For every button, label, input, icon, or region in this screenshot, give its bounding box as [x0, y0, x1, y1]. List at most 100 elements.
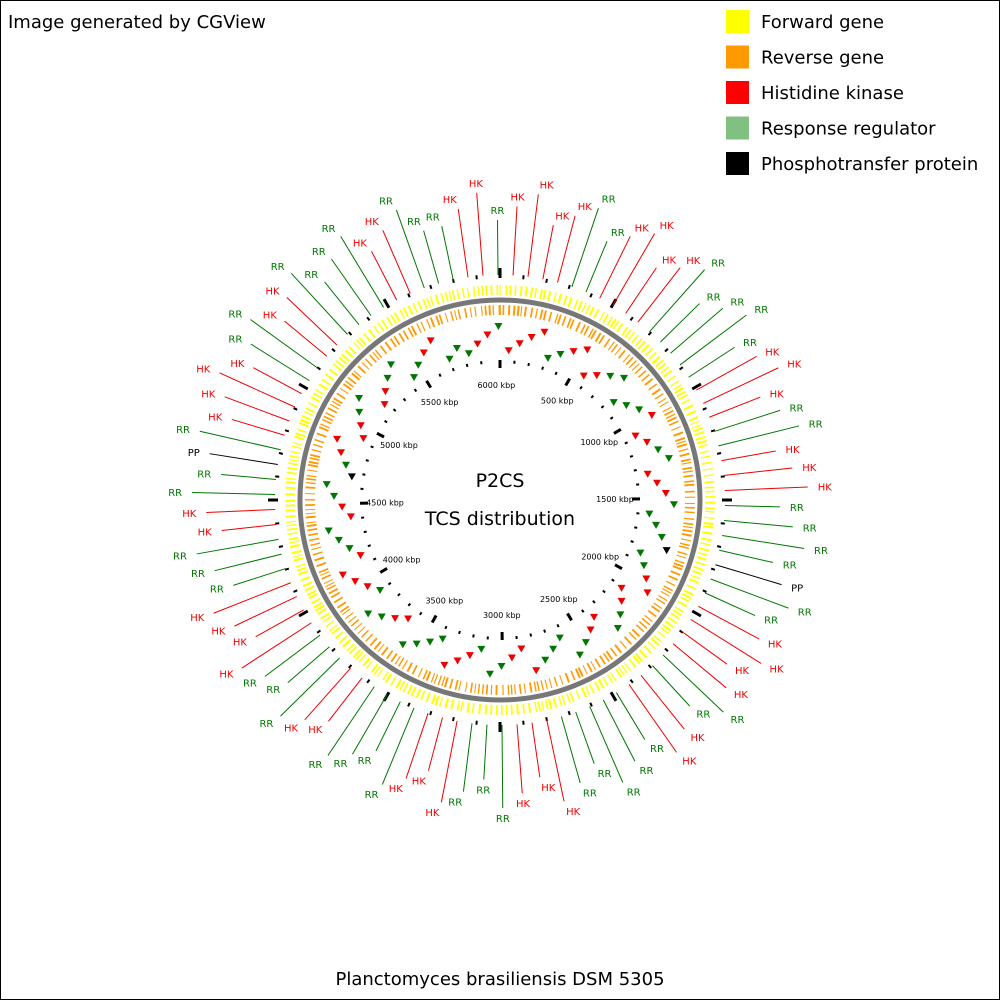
reverse-gene	[679, 452, 690, 457]
forward-gene	[672, 609, 682, 617]
feature-marker	[556, 350, 565, 358]
reverse-gene	[518, 683, 522, 694]
forward-gene	[312, 392, 323, 399]
callout-line	[649, 269, 705, 333]
reverse-gene	[605, 650, 614, 660]
feature-label: RR	[358, 756, 372, 767]
reverse-gene	[667, 416, 677, 423]
reverse-gene	[618, 349, 626, 359]
forward-gene	[288, 458, 299, 462]
reverse-gene	[379, 345, 388, 355]
feature-label: RR	[322, 224, 336, 235]
feature-marker	[414, 361, 423, 369]
reverse-gene	[323, 415, 334, 422]
inner-tick	[425, 380, 433, 389]
center-subtitle: TCS distribution	[424, 508, 575, 530]
inner-tick	[609, 416, 614, 420]
feature-marker	[642, 438, 651, 446]
reverse-gene	[311, 546, 322, 551]
legend-swatch	[726, 152, 749, 175]
outer-tick	[382, 298, 391, 309]
callout-line	[709, 396, 761, 418]
feature-label: RR	[798, 608, 812, 619]
reverse-gene	[663, 585, 673, 592]
feature-label: RR	[210, 584, 224, 595]
reverse-gene	[341, 608, 351, 616]
reverse-gene	[314, 556, 325, 562]
reverse-gene	[516, 305, 520, 316]
reverse-gene	[422, 669, 428, 680]
forward-gene	[683, 404, 694, 411]
outer-tick	[278, 452, 284, 455]
feature-label: HK	[802, 463, 817, 474]
forward-gene	[295, 432, 306, 438]
reverse-gene	[329, 403, 340, 410]
outer-tick	[567, 284, 571, 290]
forward-gene	[598, 311, 605, 322]
forward-gene	[655, 359, 664, 368]
forward-gene	[285, 481, 296, 485]
forward-gene	[338, 635, 348, 644]
outer-tick	[664, 348, 669, 353]
forward-gene	[704, 486, 715, 489]
reverse-gene	[336, 392, 346, 400]
forward-gene	[434, 695, 440, 706]
feature-marker	[440, 661, 449, 669]
feature-marker	[338, 571, 347, 579]
feature-label: RR	[266, 685, 280, 696]
callout-line	[546, 719, 565, 802]
callout-line	[714, 409, 781, 432]
forward-gene	[634, 652, 644, 662]
forward-gene	[406, 684, 413, 695]
feature-label: RR	[476, 786, 490, 797]
reverse-gene	[542, 310, 547, 321]
reverse-gene	[389, 338, 397, 348]
outer-tick	[316, 366, 321, 371]
feature-label: HK	[284, 723, 299, 734]
reverse-gene	[651, 605, 661, 613]
forward-gene	[291, 549, 302, 555]
forward-gene	[466, 702, 471, 713]
reverse-gene	[323, 578, 334, 585]
forward-gene	[657, 362, 667, 371]
reverse-gene	[339, 605, 350, 613]
feature-label: RR	[803, 524, 817, 535]
reverse-gene	[681, 532, 692, 537]
forward-gene	[318, 383, 328, 391]
forward-gene	[385, 673, 393, 683]
forward-gene	[289, 543, 301, 549]
feature-label: RR	[743, 338, 757, 349]
backbone	[297, 297, 703, 703]
callout-line	[213, 582, 291, 614]
inner-tick	[527, 362, 530, 367]
reverse-gene	[668, 420, 679, 426]
forward-gene	[305, 407, 316, 414]
forward-gene	[286, 520, 297, 523]
reverse-gene	[682, 529, 693, 533]
inner-tick	[430, 614, 438, 624]
feature-label: HK	[263, 311, 278, 322]
reverse-gene	[510, 684, 513, 695]
reverse-gene	[610, 343, 618, 353]
forward-gene	[670, 612, 680, 620]
feature-label: RR	[640, 766, 654, 777]
inner-tick	[387, 581, 392, 586]
reverse-gene	[634, 366, 643, 375]
forward-gene	[444, 291, 449, 302]
callout-line	[719, 549, 774, 563]
callout-line	[476, 192, 484, 276]
inner-tick	[629, 454, 634, 458]
forward-gene	[332, 363, 342, 372]
feature-marker	[380, 401, 389, 409]
feature-label: HK	[635, 223, 650, 234]
feature-label: RR	[783, 561, 797, 572]
reverse-gene	[361, 361, 370, 370]
reverse-gene	[390, 653, 398, 663]
callout-line	[723, 467, 793, 476]
callout-line	[440, 720, 458, 803]
feature-marker	[609, 399, 618, 407]
reverse-gene	[318, 567, 329, 574]
reverse-gene	[453, 310, 458, 321]
inner-tick	[419, 611, 423, 616]
forward-gene	[692, 569, 703, 576]
